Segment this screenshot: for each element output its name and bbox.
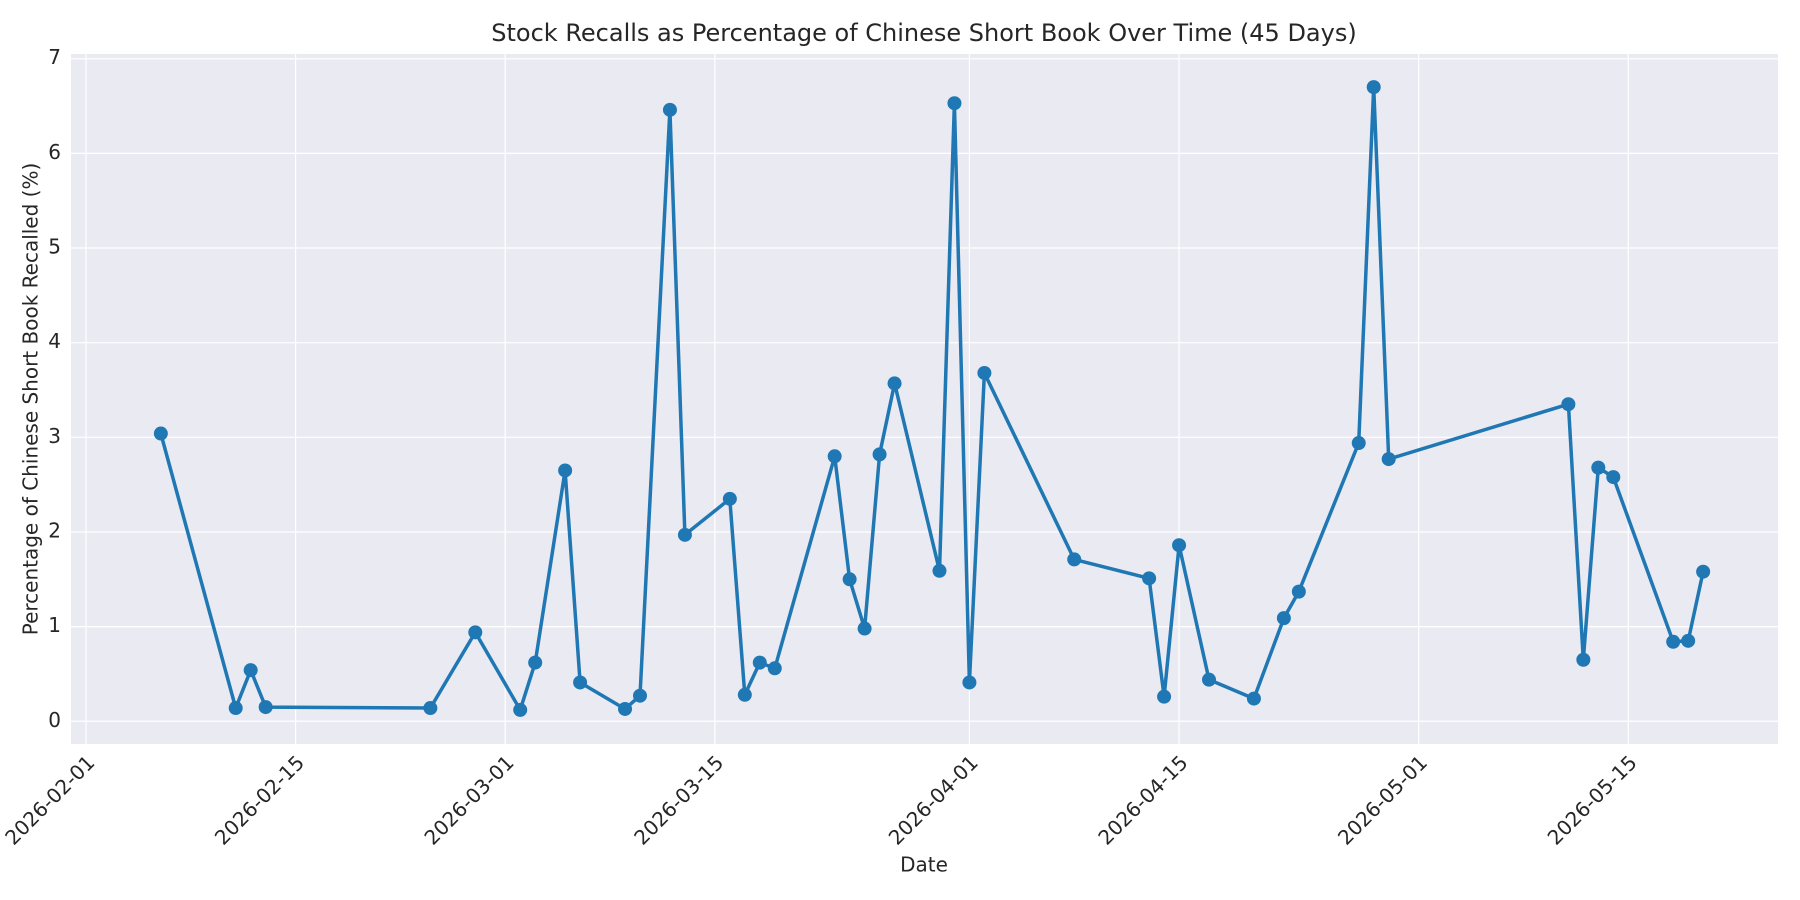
x-tick-label: 2026-04-15 bbox=[1093, 750, 1192, 849]
data-point bbox=[962, 675, 977, 690]
data-point bbox=[1276, 611, 1291, 626]
data-point bbox=[1067, 552, 1082, 567]
data-point bbox=[1561, 397, 1576, 412]
y-tick-label: 7 bbox=[48, 45, 61, 69]
data-point bbox=[887, 376, 902, 391]
data-point bbox=[857, 621, 872, 636]
x-tick-label: 2026-05-15 bbox=[1543, 750, 1642, 849]
data-point bbox=[618, 701, 633, 716]
data-point bbox=[153, 426, 168, 441]
data-point bbox=[1202, 672, 1216, 687]
data-point bbox=[722, 491, 737, 506]
data-point bbox=[947, 96, 962, 111]
data-point bbox=[977, 365, 992, 380]
data-point bbox=[737, 687, 752, 702]
x-tick-label: 2026-02-15 bbox=[210, 750, 309, 849]
y-tick-label: 5 bbox=[48, 235, 61, 259]
data-point bbox=[1246, 691, 1261, 706]
data-point bbox=[633, 688, 647, 703]
data-point bbox=[423, 701, 438, 716]
chart-title: Stock Recalls as Percentage of Chinese S… bbox=[491, 19, 1356, 47]
data-point bbox=[662, 102, 677, 117]
data-point bbox=[1381, 452, 1396, 467]
data-point bbox=[1681, 633, 1696, 648]
data-point bbox=[258, 700, 273, 715]
data-point bbox=[767, 661, 782, 676]
x-tick-label: 2026-05-01 bbox=[1333, 750, 1432, 849]
x-tick-label: 2026-03-01 bbox=[420, 750, 519, 849]
data-point bbox=[842, 572, 857, 587]
data-point bbox=[1172, 538, 1187, 553]
data-point bbox=[1606, 470, 1621, 485]
data-point bbox=[1291, 584, 1306, 599]
x-tick-label: 2026-03-15 bbox=[629, 750, 728, 849]
y-tick-label: 1 bbox=[48, 613, 61, 637]
data-point bbox=[932, 563, 947, 578]
data-point bbox=[228, 701, 243, 716]
data-point bbox=[827, 449, 842, 464]
y-tick-label: 3 bbox=[48, 424, 61, 448]
data-point bbox=[677, 527, 692, 542]
data-point bbox=[573, 675, 588, 690]
data-point bbox=[1142, 571, 1157, 586]
data-point bbox=[1696, 564, 1711, 579]
data-point bbox=[1666, 634, 1681, 649]
data-point bbox=[1351, 436, 1366, 451]
plot-area bbox=[71, 54, 1778, 744]
data-point bbox=[1591, 460, 1606, 475]
y-tick-label: 4 bbox=[48, 329, 61, 353]
data-point bbox=[528, 655, 543, 670]
x-axis-label: Date bbox=[900, 853, 948, 877]
data-point bbox=[1366, 80, 1381, 95]
data-point bbox=[1157, 689, 1172, 704]
data-point bbox=[513, 702, 528, 717]
y-tick-label: 2 bbox=[48, 518, 61, 542]
x-tick-label: 2026-02-01 bbox=[0, 750, 99, 849]
data-point bbox=[752, 655, 767, 670]
data-point bbox=[872, 447, 887, 462]
data-point bbox=[558, 463, 573, 478]
y-tick-label: 6 bbox=[48, 140, 61, 164]
y-tick-label: 0 bbox=[48, 708, 61, 732]
data-point bbox=[243, 663, 258, 678]
y-axis-label: Percentage of Chinese Short Book Recalle… bbox=[19, 163, 43, 636]
data-point bbox=[1576, 652, 1591, 667]
data-point bbox=[468, 625, 483, 640]
x-tick-label: 2026-04-01 bbox=[884, 750, 983, 849]
